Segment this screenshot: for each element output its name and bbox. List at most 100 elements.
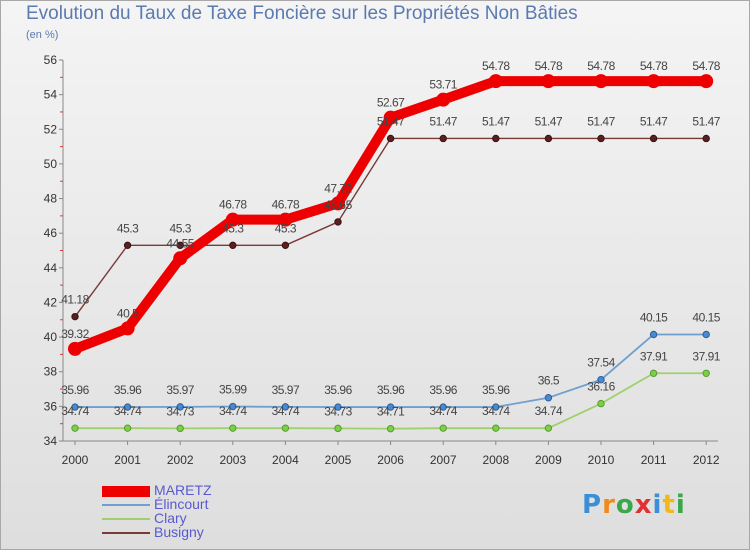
series-maretz [68, 74, 714, 356]
x-tick-label: 2011 [641, 453, 667, 467]
y-tick-label: 40 [44, 330, 58, 344]
data-point [646, 74, 661, 89]
data-point [649, 134, 658, 143]
data-label: 34.74 [482, 404, 510, 418]
data-label: 51.47 [692, 114, 720, 128]
x-tick-label: 2000 [62, 453, 89, 467]
data-label: 34.73 [166, 404, 194, 418]
legend-swatch [102, 518, 150, 520]
data-point [702, 134, 710, 143]
brand-letter: r [602, 490, 616, 520]
data-point [225, 212, 240, 227]
data-label: 46.78 [219, 198, 247, 212]
data-label: 54.78 [692, 59, 720, 73]
data-point [439, 424, 447, 432]
x-tick-label: 2006 [377, 453, 404, 467]
x-tick-label: 2003 [219, 453, 246, 467]
y-tick-label: 44 [44, 261, 58, 275]
data-point [176, 241, 184, 250]
data-point [544, 424, 553, 432]
data-label: 37.91 [692, 349, 720, 363]
data-point [71, 424, 79, 432]
data-point [334, 218, 342, 226]
data-label: 37.91 [640, 349, 668, 363]
data-label: 34.74 [272, 404, 300, 418]
data-point [176, 424, 184, 433]
data-point [541, 74, 556, 89]
data-point [649, 369, 658, 377]
data-point [383, 110, 398, 125]
y-tick-label: 42 [44, 295, 58, 309]
data-point [229, 402, 237, 411]
data-point [439, 403, 447, 411]
data-label: 35.96 [482, 383, 510, 397]
data-label: 37.54 [587, 356, 615, 370]
y-tick-label: 48 [44, 192, 58, 206]
data-label: 35.97 [166, 383, 194, 397]
brand-letter: P [582, 490, 603, 520]
data-point [229, 424, 237, 432]
y-axis-unit-label: (en %) [26, 29, 59, 41]
data-label: 41.18 [61, 293, 89, 307]
data-point [597, 399, 605, 408]
y-tick-label: 36 [44, 399, 58, 413]
data-label: 45.3 [222, 221, 244, 235]
legend-swatch [102, 504, 150, 506]
y-tick-label: 34 [44, 434, 58, 448]
data-point [176, 403, 184, 411]
data-label: 34.74 [535, 404, 563, 418]
x-tick-label: 2007 [430, 453, 457, 467]
data-label: 40.15 [692, 310, 720, 324]
x-tick-label: 2010 [588, 453, 615, 467]
data-label: 51.47 [587, 114, 615, 128]
brand-letter: x [634, 490, 653, 520]
data-point [544, 394, 553, 402]
data-label: 40.15 [640, 310, 668, 324]
data-label: 54.78 [640, 59, 668, 73]
y-tick-label: 50 [44, 157, 58, 171]
data-point [702, 369, 710, 377]
data-point [702, 330, 710, 339]
data-label: 34.73 [324, 404, 352, 418]
brand-letter: t [662, 490, 676, 520]
x-tick-label: 2012 [693, 453, 720, 467]
data-label: 40.5 [117, 306, 139, 320]
data-point [649, 330, 658, 339]
data-point [386, 403, 395, 411]
data-point [123, 424, 132, 432]
x-tick-label: 2009 [535, 453, 562, 467]
x-tick-label: 2008 [482, 453, 509, 467]
data-label: 36.5 [538, 374, 560, 388]
data-label: 51.47 [377, 114, 405, 128]
y-tick-label: 38 [44, 365, 58, 379]
data-point [597, 375, 605, 384]
data-point [386, 134, 395, 143]
data-point [594, 74, 608, 89]
legend-label: Clary [154, 510, 187, 526]
data-label: 51.47 [429, 114, 457, 128]
data-point [492, 424, 500, 432]
data-label: 35.96 [114, 383, 142, 397]
data-label: 34.74 [114, 404, 142, 418]
data-label: 35.96 [429, 383, 457, 397]
series-lincourt [71, 330, 710, 411]
data-point [488, 74, 503, 89]
brand-letter: o [615, 490, 635, 520]
data-point [331, 196, 345, 211]
data-label: 52.67 [377, 96, 405, 110]
legend-swatch [102, 532, 150, 534]
data-point [281, 241, 290, 250]
data-label: 36.16 [587, 380, 615, 394]
data-label: 46.78 [272, 198, 300, 212]
y-tick-label: 56 [44, 53, 58, 67]
data-point [699, 74, 714, 89]
data-point [492, 403, 500, 411]
series-clary [71, 369, 710, 433]
data-label: 46.65 [324, 198, 352, 212]
data-label: 39.32 [61, 327, 89, 341]
legend-label: Élincourt [154, 496, 209, 512]
brand-letter: i [652, 490, 663, 520]
data-label: 34.74 [429, 404, 457, 418]
data-point [334, 424, 342, 433]
